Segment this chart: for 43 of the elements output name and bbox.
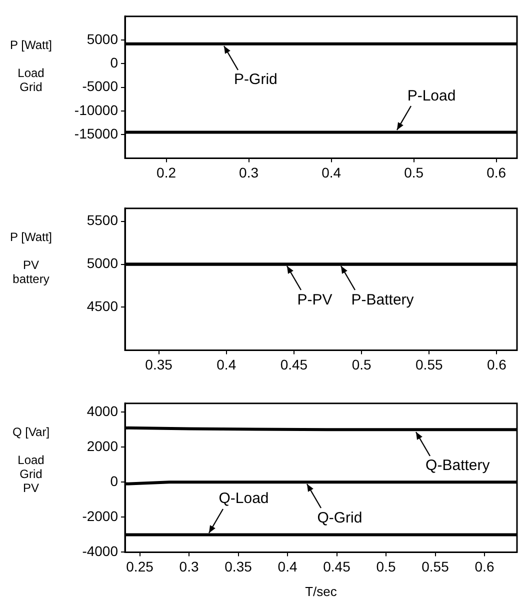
x-tick-label: 0.35: [145, 356, 173, 372]
x-tick-label: 0.3: [179, 558, 199, 574]
x-tick-label: 0.5: [352, 356, 372, 372]
y-tick-label: 0: [110, 473, 118, 490]
x-tick-label: 0.3: [239, 164, 259, 180]
y-axis-title: P [Watt] PV battery: [8, 230, 53, 286]
y-tick-label: 0: [110, 54, 118, 71]
x-tick-label: 0.5: [376, 558, 396, 574]
annotation: Q-Battery: [426, 456, 490, 474]
x-tick-label: 0.35: [224, 558, 252, 574]
x-tick-label: 0.25: [126, 558, 154, 574]
x-tick-label: 0.45: [280, 356, 308, 372]
x-tick-label: 0.5: [404, 164, 424, 180]
x-tick-label: 0.55: [422, 558, 450, 574]
y-tick-label: 4500: [86, 298, 118, 314]
x-tick-label: 0.6: [486, 356, 507, 372]
x-tick-label: 0.6: [486, 164, 506, 180]
annotation: P-Load: [407, 87, 456, 104]
y-axis-title: P [Watt] Load Grid: [8, 38, 53, 94]
y-tick-label: 5500: [86, 212, 118, 228]
y-tick-label: 2000: [86, 438, 118, 454]
annotation: P-Grid: [234, 70, 278, 88]
x-tick-label: 0.6: [474, 558, 494, 574]
y-tick-label: 4000: [86, 403, 118, 420]
x-tick-label: 0.4: [278, 558, 298, 574]
x-tick-label: 0.2: [156, 164, 176, 180]
x-tick-label: 0.4: [216, 356, 236, 372]
x-tick-label: 0.45: [323, 558, 351, 574]
x-tick-label: 0.55: [416, 356, 443, 372]
y-tick-label: -10000: [74, 102, 118, 118]
annotation: P-PV: [297, 291, 332, 308]
x-tick-label: 0.4: [322, 164, 342, 180]
y-tick-label: -5000: [82, 78, 118, 94]
x-axis-title: T/sec: [305, 584, 338, 600]
y-tick-label: 5000: [86, 255, 118, 272]
y-axis-title: Q [Var] Load Grid PV: [11, 425, 51, 496]
y-tick-label: -2000: [82, 508, 118, 524]
y-tick-label: 5000: [86, 30, 118, 47]
annotation: Q-Load: [218, 490, 269, 507]
y-tick-label: -15000: [74, 125, 118, 142]
annotation: Q-Grid: [317, 509, 362, 526]
annotation: P-Battery: [351, 291, 414, 308]
y-tick-label: -4000: [82, 543, 118, 560]
